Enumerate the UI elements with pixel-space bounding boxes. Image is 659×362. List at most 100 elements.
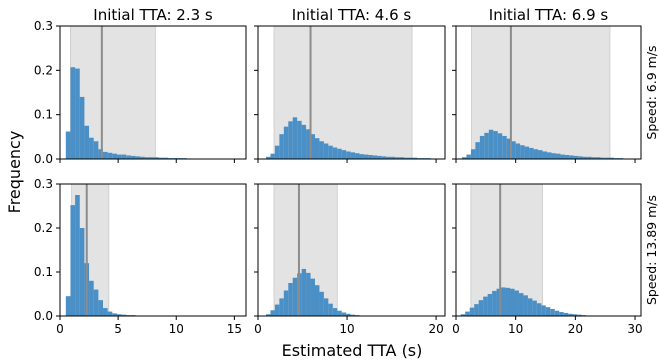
- histogram-bar: [572, 314, 578, 316]
- histogram-bar: [569, 155, 574, 159]
- subplot-r2-c1: 0 5 10 15 0.0 0.1 0.2 0.3: [34, 177, 247, 336]
- histogram-bar: [487, 294, 493, 316]
- histogram-bar: [274, 145, 280, 159]
- histogram-bar: [301, 124, 307, 159]
- histogram-bar: [551, 153, 556, 159]
- histogram-bar: [554, 310, 560, 316]
- x-tick-label: 10: [339, 322, 354, 336]
- histogram-bar: [310, 134, 315, 159]
- histogram-bar: [126, 155, 131, 159]
- x-tick-label: 0: [452, 322, 460, 336]
- histogram-bar: [532, 300, 537, 316]
- histogram-bar: [75, 68, 80, 159]
- histogram-bar: [474, 304, 479, 316]
- histogram-bar: [121, 154, 127, 159]
- histogram-bar: [545, 307, 551, 316]
- histogram-bar: [550, 308, 555, 316]
- histogram-bar: [404, 157, 409, 159]
- histogram-bar: [523, 295, 528, 316]
- histogram-bar: [533, 149, 539, 159]
- histogram-bar: [98, 300, 104, 316]
- histogram-bar: [547, 152, 552, 159]
- histogram-bar: [332, 308, 338, 316]
- x-tick-label: 20: [428, 322, 443, 336]
- plot-area: [460, 184, 596, 316]
- histogram-bar: [154, 157, 159, 159]
- histogram-bar: [568, 313, 573, 316]
- histogram-bar: [518, 293, 524, 316]
- histogram-bar: [149, 157, 155, 159]
- histogram-bar: [582, 156, 588, 159]
- histogram-bar: [350, 152, 356, 159]
- histogram-bar: [501, 287, 506, 316]
- histogram-bar: [135, 156, 141, 159]
- histogram-bar: [319, 141, 324, 159]
- histogram-bar: [266, 156, 271, 159]
- x-tick-label: 0: [254, 322, 262, 336]
- histogram-bar: [496, 288, 502, 316]
- histogram-bar: [560, 154, 565, 159]
- histogram-bar: [484, 132, 489, 159]
- y-tick-label: 0.2: [34, 63, 53, 77]
- histogram-bar: [466, 154, 471, 159]
- subplot-title: Initial TTA: 6.9 s: [489, 6, 609, 24]
- histogram-bar: [75, 195, 80, 316]
- axes-frame: [455, 25, 642, 160]
- subplot-r1-c1: 0.0 0.1 0.2 0.3 Initial TTA: 2.3 s: [34, 6, 247, 166]
- histogram-bar: [469, 307, 475, 316]
- axes-frame: [257, 25, 446, 160]
- histogram-bar: [341, 150, 347, 159]
- histogram-bar: [377, 155, 382, 159]
- histogram-bar: [103, 308, 108, 316]
- plot-area: [266, 26, 431, 159]
- y-tick-label: 0.3: [34, 19, 53, 33]
- histogram-bar: [341, 312, 347, 316]
- plot-area: [65, 26, 229, 159]
- histogram-bar: [520, 145, 525, 159]
- histogram-bar: [65, 131, 71, 159]
- histogram-bar: [559, 312, 564, 316]
- histogram-bar: [412, 157, 418, 159]
- axes-frame: [59, 183, 247, 317]
- plot-area: [461, 26, 624, 159]
- histogram-bar: [514, 290, 519, 316]
- y-axis-label: Frequency: [5, 131, 24, 214]
- histogram-bar: [399, 157, 405, 159]
- histogram-bar: [89, 137, 94, 159]
- subplot-grid: 0.0 0.1 0.2 0.3 Initial TTA: 2.3 s Initial TT…: [34, 6, 659, 336]
- histogram-bar: [497, 133, 503, 159]
- histogram-bar: [390, 156, 396, 159]
- histogram-bar: [527, 298, 533, 316]
- histogram-bar: [605, 157, 610, 159]
- axes-frame: [59, 25, 247, 160]
- histogram-bar: [479, 135, 485, 159]
- histogram-bar: [328, 303, 333, 316]
- histogram-bar: [274, 304, 280, 316]
- histogram-bar: [381, 156, 387, 159]
- histogram-bar: [515, 143, 521, 159]
- histogram-bar: [372, 155, 378, 159]
- histogram-bar: [328, 145, 333, 159]
- histogram-bar: [89, 280, 94, 316]
- histogram-bar: [529, 147, 534, 159]
- histogram-bar: [140, 156, 145, 159]
- histogram-bar: [587, 156, 592, 159]
- histogram-bar: [609, 157, 615, 159]
- histogram-bar: [363, 154, 369, 159]
- histogram-bar: [107, 152, 113, 159]
- histogram-bar: [563, 312, 569, 316]
- histogram-bar: [337, 148, 342, 159]
- x-axis-label: Estimated TTA (s): [282, 341, 423, 360]
- histogram-bar: [541, 305, 546, 316]
- histogram-bar: [84, 125, 90, 159]
- histogram-bar: [493, 131, 498, 159]
- row-label: Speed: 6.9 m/s: [644, 45, 659, 139]
- plot-area: [266, 184, 364, 316]
- subplot-title: Initial TTA: 4.6 s: [292, 6, 412, 24]
- y-tick-label: 0.2: [34, 221, 53, 235]
- histogram-bar: [270, 153, 275, 159]
- histogram-bar: [107, 311, 113, 316]
- histogram-bar: [279, 134, 284, 159]
- histogram-bar: [297, 120, 302, 159]
